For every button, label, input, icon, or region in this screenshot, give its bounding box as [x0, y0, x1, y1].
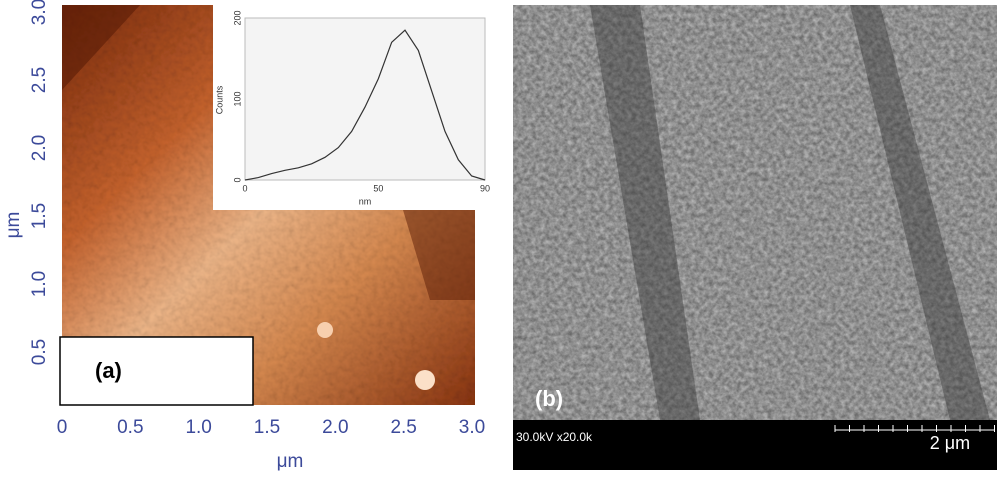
- scale-label: 2 μm: [930, 433, 970, 453]
- inset-y-tick-label: 0: [232, 177, 242, 182]
- y-tick-label: 0.5: [29, 339, 50, 365]
- panel-label: (a): [95, 358, 122, 383]
- y-tick-label: 1.5: [29, 203, 50, 229]
- x-tick-label: 1.5: [254, 417, 280, 438]
- inset-x-tick-label: 50: [373, 183, 383, 193]
- x-tick-label: 3.0: [459, 417, 485, 438]
- x-tick-label: 2.5: [390, 417, 416, 438]
- inset-y-tick-label: 100: [232, 91, 242, 106]
- inset-y-label: Counts: [214, 85, 224, 114]
- sem-image: [513, 5, 997, 470]
- inset-x-tick-label: 0: [242, 183, 247, 193]
- y-tick-label: 2.0: [29, 135, 50, 161]
- x-tick-label: 0.5: [117, 417, 143, 438]
- sem-info: 30.0kV x20.0k: [516, 430, 593, 444]
- y-tick-label: 1.0: [29, 271, 50, 297]
- x-tick-label: 2.0: [322, 417, 348, 438]
- inset-x-tick-label: 90: [480, 183, 490, 193]
- x-tick-label: 0: [57, 417, 68, 438]
- y-tick-label: 3.0: [29, 0, 50, 25]
- panel-label: (b): [535, 386, 563, 411]
- y-axis-label: μm: [3, 212, 24, 239]
- inset-y-tick-label: 200: [232, 10, 242, 25]
- inset-curve: [244, 29, 486, 181]
- inset-plot: [244, 17, 486, 181]
- y-tick-label: 2.5: [29, 67, 50, 93]
- inset-x-label: nm: [359, 196, 372, 206]
- x-axis-label: μm: [277, 451, 304, 472]
- x-tick-label: 1.0: [185, 417, 211, 438]
- label-box: [59, 336, 254, 406]
